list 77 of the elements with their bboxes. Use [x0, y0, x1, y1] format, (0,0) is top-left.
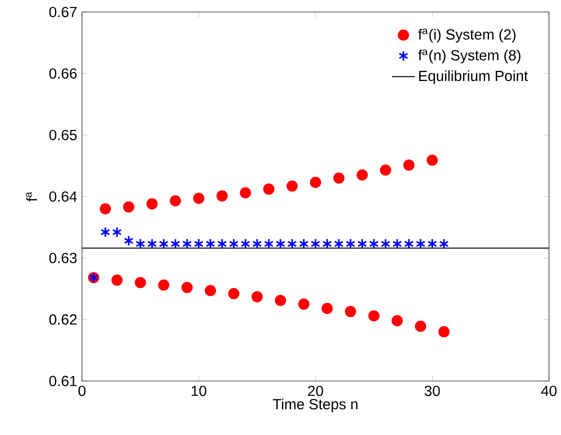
y-tick-label: 0.67: [49, 6, 77, 18]
point: [194, 238, 204, 250]
y-tick-label: 0.65: [49, 130, 77, 140]
point: [204, 284, 216, 296]
point: [111, 274, 123, 286]
point: [416, 238, 426, 250]
point: [240, 187, 252, 198]
point: [252, 238, 262, 250]
point: [333, 172, 344, 184]
y-tick-label: 0.63: [49, 252, 77, 264]
point: [123, 201, 134, 213]
point: [206, 238, 216, 250]
y-tick-label: 0.66: [49, 68, 77, 79]
point: [438, 326, 450, 338]
x-tick-label: 10: [192, 386, 206, 396]
y-tick-label: 0.62: [49, 314, 77, 325]
point: [276, 238, 286, 250]
point: [182, 238, 192, 250]
point: [427, 238, 438, 250]
point: [356, 169, 368, 181]
point: [263, 184, 274, 195]
point: [334, 238, 344, 250]
point: [158, 279, 170, 291]
point: [170, 238, 180, 250]
point: [344, 306, 356, 318]
point: [100, 203, 111, 214]
x-tick-label: 0: [78, 386, 86, 396]
point: [134, 276, 146, 288]
point: [100, 226, 110, 238]
point: [287, 238, 297, 250]
point: [274, 294, 286, 306]
point: [264, 238, 274, 250]
point: [228, 238, 239, 250]
point: [217, 238, 227, 250]
x-axis-title: Time Steps n: [272, 398, 358, 412]
point: [403, 160, 414, 171]
point: [380, 238, 390, 250]
point: [298, 238, 309, 250]
point: [158, 238, 169, 250]
point: [426, 154, 438, 166]
point: [380, 164, 392, 176]
legend-label: f$^{a}$(i) System (2): [418, 28, 516, 43]
point: [252, 291, 263, 302]
point: [392, 238, 402, 250]
point: [346, 238, 356, 250]
legend-label: f$^{a}$(n) System (8): [418, 49, 520, 64]
point: [147, 238, 157, 250]
x-tick-label: 20: [308, 386, 324, 396]
point: [112, 226, 122, 238]
point: [369, 238, 379, 250]
point: [368, 310, 380, 322]
point: [240, 238, 250, 250]
point: [357, 238, 368, 250]
y-tick-label: 0.61: [49, 376, 77, 386]
point: [216, 190, 228, 202]
point: [439, 238, 449, 250]
point: [228, 288, 240, 300]
point: [322, 302, 333, 314]
x-tick-label: 40: [541, 386, 557, 396]
point: [124, 235, 134, 246]
point: [392, 315, 403, 326]
point: [310, 238, 320, 250]
point: [322, 238, 332, 250]
point: [181, 282, 193, 294]
point: [310, 176, 322, 188]
point: [136, 238, 146, 250]
point: [193, 192, 204, 204]
point: [414, 320, 426, 332]
point: [170, 195, 182, 206]
point: [146, 198, 158, 210]
point: [286, 180, 298, 192]
x-tick-label: 30: [424, 386, 440, 396]
y-axis-title: f$^{a}$: [26, 192, 37, 202]
legend-label: Equilibrium Point: [419, 70, 528, 84]
point: [404, 238, 414, 250]
point: [298, 298, 310, 310]
y-tick-label: 0.64: [49, 191, 77, 202]
